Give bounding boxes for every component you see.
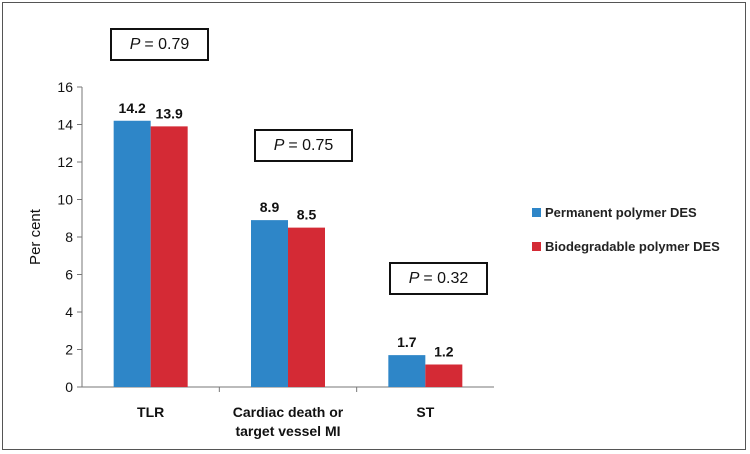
p-value-box-cardiac: P = 0.75 [254,129,353,162]
y-tick-label: 4 [65,304,73,320]
p-symbol: P [408,269,420,287]
x-tick-label: TLR [137,404,164,420]
p-value-text: = 0.32 [423,269,469,287]
data-label: 1.2 [434,344,454,360]
legend-swatch-biodegradable [532,241,541,251]
y-tick-label: 8 [65,229,73,245]
p-symbol: P [129,35,141,53]
y-tick-label: 16 [57,79,73,95]
x-tick-label: target vessel MI [235,423,340,439]
bar-biodegradable [425,364,463,387]
x-tick-label: Cardiac death or [233,404,344,420]
y-tick-label: 10 [57,192,73,208]
data-label: 13.9 [156,105,183,121]
bar-permanent [251,220,288,387]
legend-item-biodegradable: Biodegradable polymer DES [532,236,720,256]
bar-biodegradable [288,227,325,387]
y-tick-label: 12 [57,154,73,170]
legend-swatch-permanent [532,207,541,217]
p-symbol: P [273,136,285,154]
p-value-text: = 0.79 [144,35,190,53]
p-value-box-tlr: P = 0.79 [110,28,209,61]
y-tick-label: 0 [65,379,73,395]
bar-permanent [113,120,151,387]
data-label: 1.7 [397,334,417,350]
p-value-box-st: P = 0.32 [389,262,488,295]
y-tick-label: 6 [65,267,73,283]
y-axis-title: Per cent [27,208,44,265]
chart-frame [2,2,746,450]
p-value-text: = 0.75 [288,136,334,154]
legend-label-biodegradable: Biodegradable polymer DES [545,238,720,254]
data-label: 14.2 [119,100,146,116]
legend: Permanent polymer DES Biodegradable poly… [532,202,720,270]
y-tick-label: 2 [65,342,73,358]
legend-label-permanent: Permanent polymer DES [545,204,697,220]
x-tick-label: ST [416,404,434,420]
bar-biodegradable [150,126,188,387]
legend-item-permanent: Permanent polymer DES [532,202,720,222]
data-label: 8.5 [297,207,317,223]
data-label: 8.9 [260,199,280,215]
bar-permanent [388,355,426,387]
y-tick-label: 14 [57,117,73,133]
